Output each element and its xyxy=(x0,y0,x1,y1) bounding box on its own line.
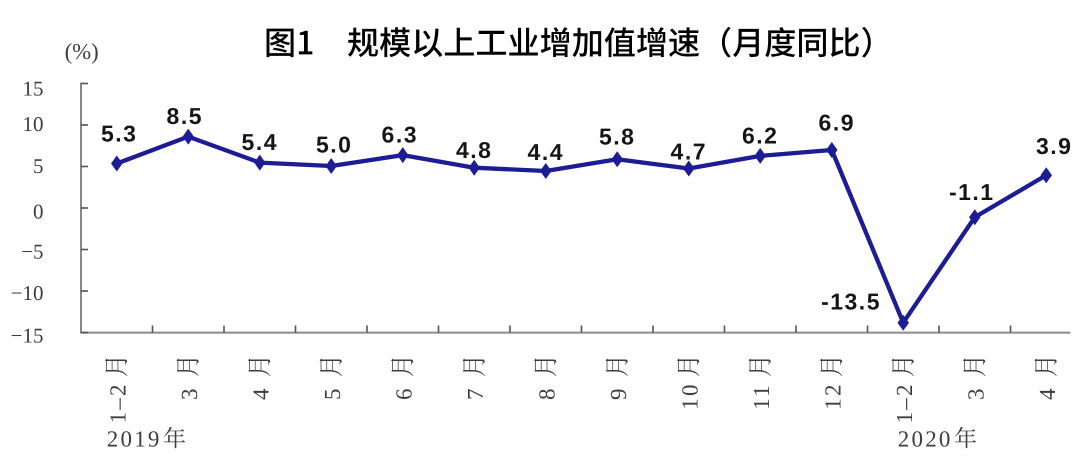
svg-text:6: 6 xyxy=(391,386,416,400)
svg-text:−5: −5 xyxy=(21,240,43,264)
svg-text:8.5: 8.5 xyxy=(167,103,203,129)
svg-text:5.8: 5.8 xyxy=(599,123,635,149)
svg-text:4.7: 4.7 xyxy=(671,139,707,165)
svg-text:4.8: 4.8 xyxy=(456,137,492,163)
svg-text:4: 4 xyxy=(248,386,273,400)
svg-text:2019: 2019 xyxy=(107,427,162,452)
svg-text:3.9: 3.9 xyxy=(1036,133,1072,159)
svg-text:6.9: 6.9 xyxy=(819,110,855,136)
svg-text:15: 15 xyxy=(23,77,44,101)
svg-text:5: 5 xyxy=(320,386,345,400)
svg-text:5.3: 5.3 xyxy=(101,121,137,147)
svg-text:-1.1: -1.1 xyxy=(949,179,995,205)
svg-text:3: 3 xyxy=(963,386,988,400)
svg-text:1–2: 1–2 xyxy=(892,382,917,423)
svg-text:(%): (%) xyxy=(65,39,99,64)
svg-text:0: 0 xyxy=(33,199,44,223)
svg-text:10: 10 xyxy=(23,112,44,136)
svg-text:8: 8 xyxy=(534,386,559,400)
svg-text:1–2: 1–2 xyxy=(105,382,130,423)
svg-text:−10: −10 xyxy=(11,281,44,305)
svg-text:10: 10 xyxy=(677,382,702,409)
svg-text:12: 12 xyxy=(820,382,845,409)
svg-text:2020: 2020 xyxy=(898,427,953,452)
svg-text:11: 11 xyxy=(749,383,774,410)
svg-text:−15: −15 xyxy=(11,323,44,347)
svg-text:5.4: 5.4 xyxy=(242,129,278,155)
svg-text:4: 4 xyxy=(1035,386,1060,400)
svg-text:3: 3 xyxy=(177,386,202,400)
svg-text:9: 9 xyxy=(606,386,631,400)
svg-text:5: 5 xyxy=(33,154,44,178)
svg-text:6.3: 6.3 xyxy=(382,122,418,148)
svg-text:5.0: 5.0 xyxy=(316,132,352,158)
svg-text:-13.5: -13.5 xyxy=(821,289,881,315)
svg-text:7: 7 xyxy=(463,386,488,400)
svg-text:4.4: 4.4 xyxy=(528,139,564,165)
svg-text:6.2: 6.2 xyxy=(742,122,778,148)
